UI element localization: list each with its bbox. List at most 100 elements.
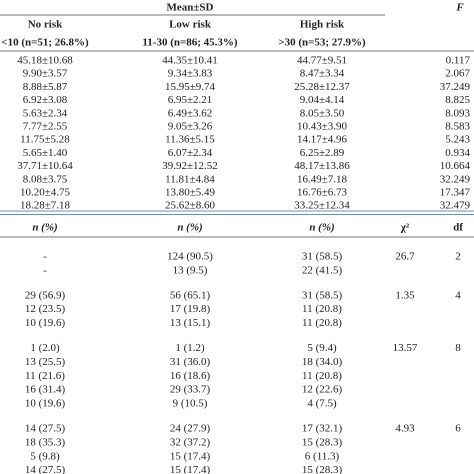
stat-cell: 32.479: [440, 200, 471, 212]
cell: 33.25±12.34: [294, 200, 350, 212]
cell: 9.90±3.57: [23, 68, 68, 80]
cell: 11.81±4.84: [165, 173, 215, 185]
stat-cell: 8.093: [445, 107, 470, 119]
cell: 5 (9.4): [307, 342, 337, 354]
cell: 15 (28.3): [302, 436, 343, 448]
column-subheader: >30 (n=53; 27.9%): [278, 37, 366, 49]
column-subheader: 11-30 (n=86; 45.3%): [142, 37, 238, 49]
cell: 8.88±5.87: [23, 81, 68, 93]
cell: 25.28±12.37: [294, 81, 350, 93]
column-header: High risk: [300, 19, 345, 31]
cell: 13 (15.1): [170, 317, 211, 329]
cell: 12 (23.5): [25, 303, 66, 315]
cell: 15 (17.4): [170, 450, 211, 462]
cell: 6.07±2.34: [168, 147, 213, 159]
stat-cell: 8.583: [445, 121, 470, 133]
cell: 18.28±7.18: [20, 200, 71, 212]
cell: 11 (20.8): [302, 317, 342, 329]
cell: 9.34±3.83: [168, 68, 213, 80]
cell: -: [43, 264, 47, 276]
cell: 13 (25.5): [25, 356, 66, 368]
cell: 11 (20.8): [302, 370, 342, 382]
stat-cell: 8.825: [445, 94, 470, 106]
cell: 31 (36.0): [170, 356, 211, 368]
stat-cell: 13.57: [393, 342, 418, 354]
stat-cell: 2: [455, 251, 461, 263]
group-header: Mean±SD: [167, 2, 214, 14]
cell: 13.80±5.49: [165, 187, 216, 199]
cell: 7.77±2.55: [23, 121, 68, 133]
cell: 11 (21.6): [25, 370, 65, 382]
cell: 13 (9.5): [173, 264, 208, 276]
cell: 4 (7.5): [307, 398, 337, 410]
stat-cell: 32.249: [440, 173, 471, 185]
cell: 29 (56.9): [25, 289, 66, 301]
cell: 10.20±4.75: [20, 187, 71, 199]
cell: 18 (35.3): [25, 436, 66, 448]
column-header: Low risk: [169, 19, 212, 31]
cell: 10.43±3.90: [297, 121, 348, 133]
cell: 39.92±12.52: [162, 160, 218, 172]
cell: 45.18±10.68: [17, 55, 73, 67]
cell: 17 (32.1): [302, 423, 343, 435]
cell: 25.62±8.60: [165, 200, 216, 212]
cell: 8.08±3.75: [23, 173, 68, 185]
cell: 10 (19.6): [25, 398, 66, 410]
cell: 15 (17.4): [170, 464, 211, 474]
cell: 6 (11.3): [305, 450, 340, 462]
stat-cell: 8: [455, 342, 461, 354]
cell: 16 (31.4): [25, 384, 66, 396]
stat-cell: 0.934: [445, 147, 470, 159]
column-header: n (%): [177, 222, 202, 234]
stat-cell: 17.347: [440, 187, 471, 199]
cell: 24 (27.9): [170, 423, 211, 435]
column-header: n (%): [32, 222, 57, 234]
column-header: n (%): [309, 222, 334, 234]
stat-cell: 0.117: [446, 55, 471, 67]
stat-cell: 26.7: [395, 251, 415, 263]
cell: 11 (20.8): [302, 303, 342, 315]
cell: 12 (22.6): [302, 384, 343, 396]
cell: 31 (58.5): [302, 251, 343, 263]
cell: 11.75±5.28: [20, 134, 70, 146]
cell: 9.04±4.14: [300, 94, 345, 106]
column-header: χ²: [400, 222, 410, 234]
cell: 5.65±1.40: [23, 147, 68, 159]
cell: 1 (2.0): [30, 342, 60, 354]
cell: 16.76±6.73: [297, 187, 348, 199]
cell: 16.49±7.18: [297, 173, 348, 185]
cell: 37.71±10.64: [17, 160, 73, 172]
stat-cell: 1.35: [395, 289, 415, 301]
cell: 44.77±9.51: [297, 55, 347, 67]
cell: 44.35±10.41: [162, 55, 218, 67]
cell: 14.17±4.96: [297, 134, 348, 146]
cell: 18 (34.0): [302, 356, 343, 368]
cell: 6.49±3.62: [168, 107, 213, 119]
stat-cell: 37.249: [440, 81, 471, 93]
column-header: No risk: [28, 19, 63, 31]
cell: 32 (37.2): [170, 436, 211, 448]
cell: 29 (33.7): [170, 384, 211, 396]
cell: 14 (27.5): [25, 464, 66, 474]
cell: 8.47±3.34: [300, 68, 345, 80]
column-subheader: <10 (n=51; 26.8%): [1, 37, 89, 49]
stat-cell: 2.067: [445, 68, 470, 80]
cell: 5 (9.8): [30, 450, 60, 462]
cell: 124 (90.5): [167, 251, 213, 263]
cell: 6.25±2.89: [300, 147, 345, 159]
cell: 6.92±3.08: [23, 94, 68, 106]
stat-cell: 10.664: [440, 160, 471, 172]
cell: 8.05±3.50: [300, 107, 345, 119]
column-header: df: [453, 222, 463, 234]
cell: 15.95±9.74: [165, 81, 216, 93]
stat-cell: 6: [455, 423, 461, 435]
cell: 9.05±3.26: [168, 121, 213, 133]
cell: 16 (18.6): [170, 370, 211, 382]
stat-cell: 5.243: [445, 134, 470, 146]
cell: 9 (10.5): [173, 398, 208, 410]
cell: 17 (19.8): [170, 303, 211, 315]
cell: 11.36±5.15: [165, 134, 215, 146]
cell: 15 (28.3): [302, 464, 343, 474]
cell: -: [43, 251, 47, 263]
